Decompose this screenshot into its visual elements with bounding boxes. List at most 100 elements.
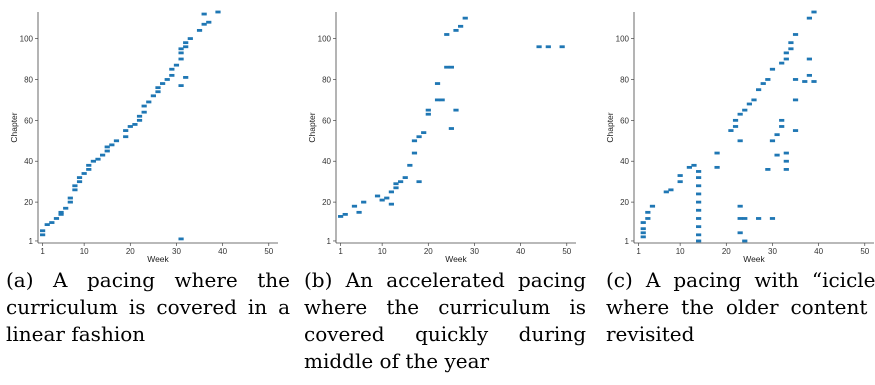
data-point xyxy=(668,188,674,192)
y-tick-label: 1 xyxy=(327,237,332,246)
data-point xyxy=(448,65,454,69)
data-point xyxy=(756,88,762,92)
data-point xyxy=(416,135,422,139)
panel-b-chart: 1 10 20 30 40 50 1 20 40 60 80 100 Week Chapter xyxy=(307,12,576,264)
data-point xyxy=(196,28,203,32)
data-point xyxy=(742,217,748,220)
data-point xyxy=(113,139,120,143)
caption-a-label: (a) xyxy=(6,268,34,292)
x-tick-label: 40 xyxy=(218,247,227,256)
data-point xyxy=(136,118,143,122)
data-point xyxy=(811,80,817,83)
x-tick-label: 1 xyxy=(40,247,45,256)
x-tick-label: 10 xyxy=(676,247,685,256)
y-tick-label: 100 xyxy=(616,35,630,44)
x-tick-label: 20 xyxy=(722,247,731,256)
data-point xyxy=(123,129,129,132)
y-tick-label: 80 xyxy=(620,75,629,84)
data-point xyxy=(774,153,780,157)
data-point xyxy=(645,217,651,220)
data-point xyxy=(696,233,702,237)
data-point xyxy=(388,202,394,206)
data-point xyxy=(458,24,464,28)
data-point xyxy=(792,78,799,81)
data-point xyxy=(356,210,362,214)
y-axis-title: Chapter xyxy=(605,112,615,142)
data-point xyxy=(58,212,64,216)
data-point xyxy=(160,82,166,85)
y-axis-title: Chapter xyxy=(9,112,19,142)
data-point xyxy=(183,45,189,49)
data-point xyxy=(453,108,459,112)
data-point xyxy=(448,127,454,130)
x-tick-label: 1 xyxy=(636,247,641,256)
data-point xyxy=(90,159,96,163)
data-point xyxy=(361,200,367,204)
data-point xyxy=(398,180,404,184)
data-point xyxy=(58,210,64,214)
caption-a-text: A pacing where the curriculum is covered… xyxy=(6,268,291,346)
data-point xyxy=(696,184,702,188)
data-point xyxy=(783,168,789,171)
data-point xyxy=(44,223,50,227)
data-point xyxy=(779,118,785,122)
data-point xyxy=(183,76,189,79)
caption-c-label: (c) xyxy=(606,268,633,292)
data-point xyxy=(421,131,427,135)
y-tick-label: 100 xyxy=(20,35,34,44)
data-point xyxy=(206,20,212,24)
data-point xyxy=(141,110,147,114)
data-point xyxy=(769,217,776,220)
data-point xyxy=(677,180,683,184)
data-point xyxy=(774,133,780,137)
data-point xyxy=(388,190,394,194)
x-tick-label: 10 xyxy=(378,247,387,256)
data-point xyxy=(81,172,87,175)
data-point xyxy=(732,118,739,122)
data-point xyxy=(714,165,720,169)
y-tick-label: 1 xyxy=(625,237,630,246)
data-point xyxy=(696,170,702,173)
data-point xyxy=(53,217,60,220)
data-point xyxy=(696,208,702,212)
data-point xyxy=(769,139,776,143)
data-point xyxy=(100,153,106,157)
data-point xyxy=(173,63,180,67)
data-point xyxy=(215,10,221,14)
data-point xyxy=(806,16,812,20)
x-tick-label: 50 xyxy=(264,247,273,256)
data-point xyxy=(169,67,175,71)
data-point xyxy=(696,176,702,179)
x-tick-label: 30 xyxy=(470,247,479,256)
data-point xyxy=(63,206,69,210)
data-point xyxy=(351,204,358,208)
data-point xyxy=(164,78,170,81)
data-point xyxy=(760,82,766,85)
data-point xyxy=(109,143,115,147)
data-point xyxy=(407,163,413,167)
data-point xyxy=(696,217,702,220)
data-point xyxy=(201,12,207,16)
caption-a: (a) A pacing where the curriculum is cov… xyxy=(6,267,290,348)
x-axis-title: Week xyxy=(743,254,765,264)
y-tick-label: 20 xyxy=(322,198,331,207)
data-point xyxy=(40,233,46,237)
data-point xyxy=(696,200,702,204)
data-point xyxy=(756,217,762,220)
x-tick-label: 40 xyxy=(516,247,525,256)
data-point xyxy=(783,51,789,55)
panel-c-chart: 1 10 20 30 40 50 1 20 40 60 80 100 Week Chapter xyxy=(605,10,874,264)
data-point xyxy=(425,112,431,116)
data-point xyxy=(792,129,799,132)
data-point xyxy=(462,16,468,20)
y-tick-label: 40 xyxy=(620,157,629,166)
data-point xyxy=(95,157,101,161)
x-tick-label: 20 xyxy=(126,247,135,256)
data-point xyxy=(792,98,799,102)
data-point xyxy=(640,231,646,235)
data-point xyxy=(751,98,757,102)
y-tick-label: 20 xyxy=(620,198,629,207)
data-point xyxy=(806,57,812,61)
data-point xyxy=(696,192,702,196)
data-point xyxy=(393,182,399,186)
